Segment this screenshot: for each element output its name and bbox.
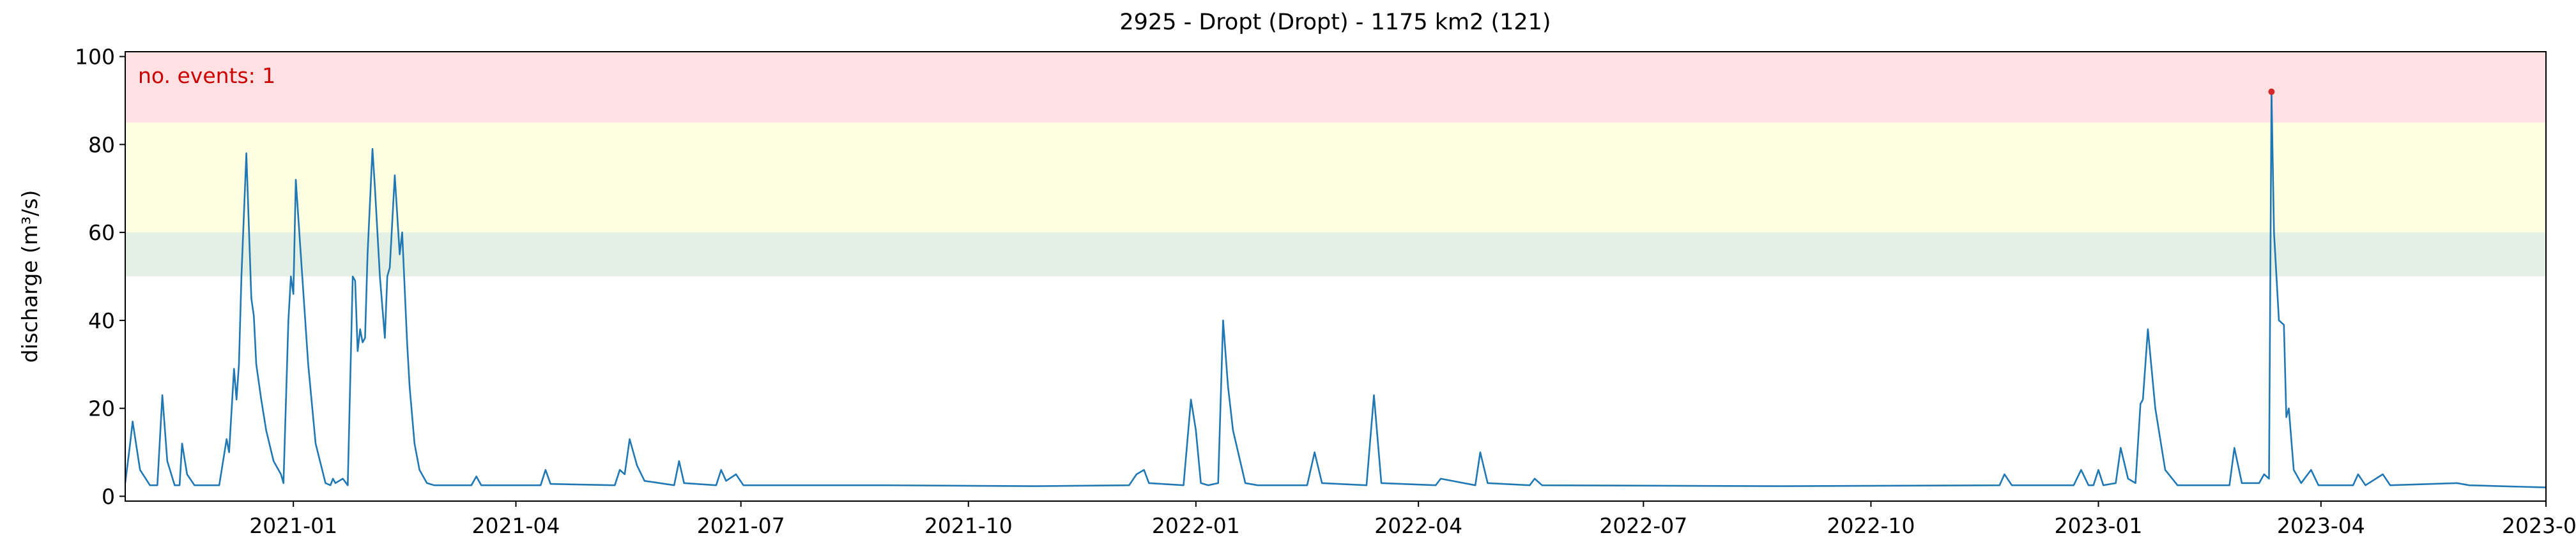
y-tick-label: 0	[102, 484, 115, 509]
x-tick-label: 2022-04	[1374, 513, 1462, 538]
y-tick-label: 100	[75, 45, 115, 70]
y-axis-label: discharge (m³/s)	[17, 190, 42, 363]
discharge-line	[124, 91, 2547, 488]
bands	[125, 52, 2546, 276]
y-tick-label: 40	[88, 308, 115, 333]
x-tick-label: 2023-01	[2055, 513, 2143, 538]
threshold-band	[125, 232, 2546, 276]
threshold-band	[125, 52, 2546, 123]
y-tick-label: 60	[88, 220, 115, 245]
x-tick-label: 2022-10	[1827, 513, 1915, 538]
x-tick-label: 2022-01	[1152, 513, 1240, 538]
plot-frame	[125, 51, 2547, 502]
y-tick-label: 80	[88, 132, 115, 157]
threshold-band	[125, 122, 2546, 233]
chart-title: 2925 - Dropt (Dropt) - 1175 km2 (121)	[1119, 10, 1551, 35]
annotation: no. events: 1	[138, 63, 275, 88]
x-tick-label: 2023-04	[2277, 513, 2365, 538]
x-tick-label: 2022-07	[1599, 513, 1687, 538]
x-tick-label: 2023-07	[2502, 513, 2576, 538]
y-tick-label: 20	[88, 396, 115, 421]
event-marker	[2268, 88, 2275, 95]
plot	[124, 88, 2547, 488]
x-tick-label: 2021-04	[472, 513, 560, 538]
x-tick-label: 2021-07	[697, 513, 785, 538]
x-tick-label: 2021-10	[924, 513, 1013, 538]
x-tick-label: 2021-01	[249, 513, 337, 538]
